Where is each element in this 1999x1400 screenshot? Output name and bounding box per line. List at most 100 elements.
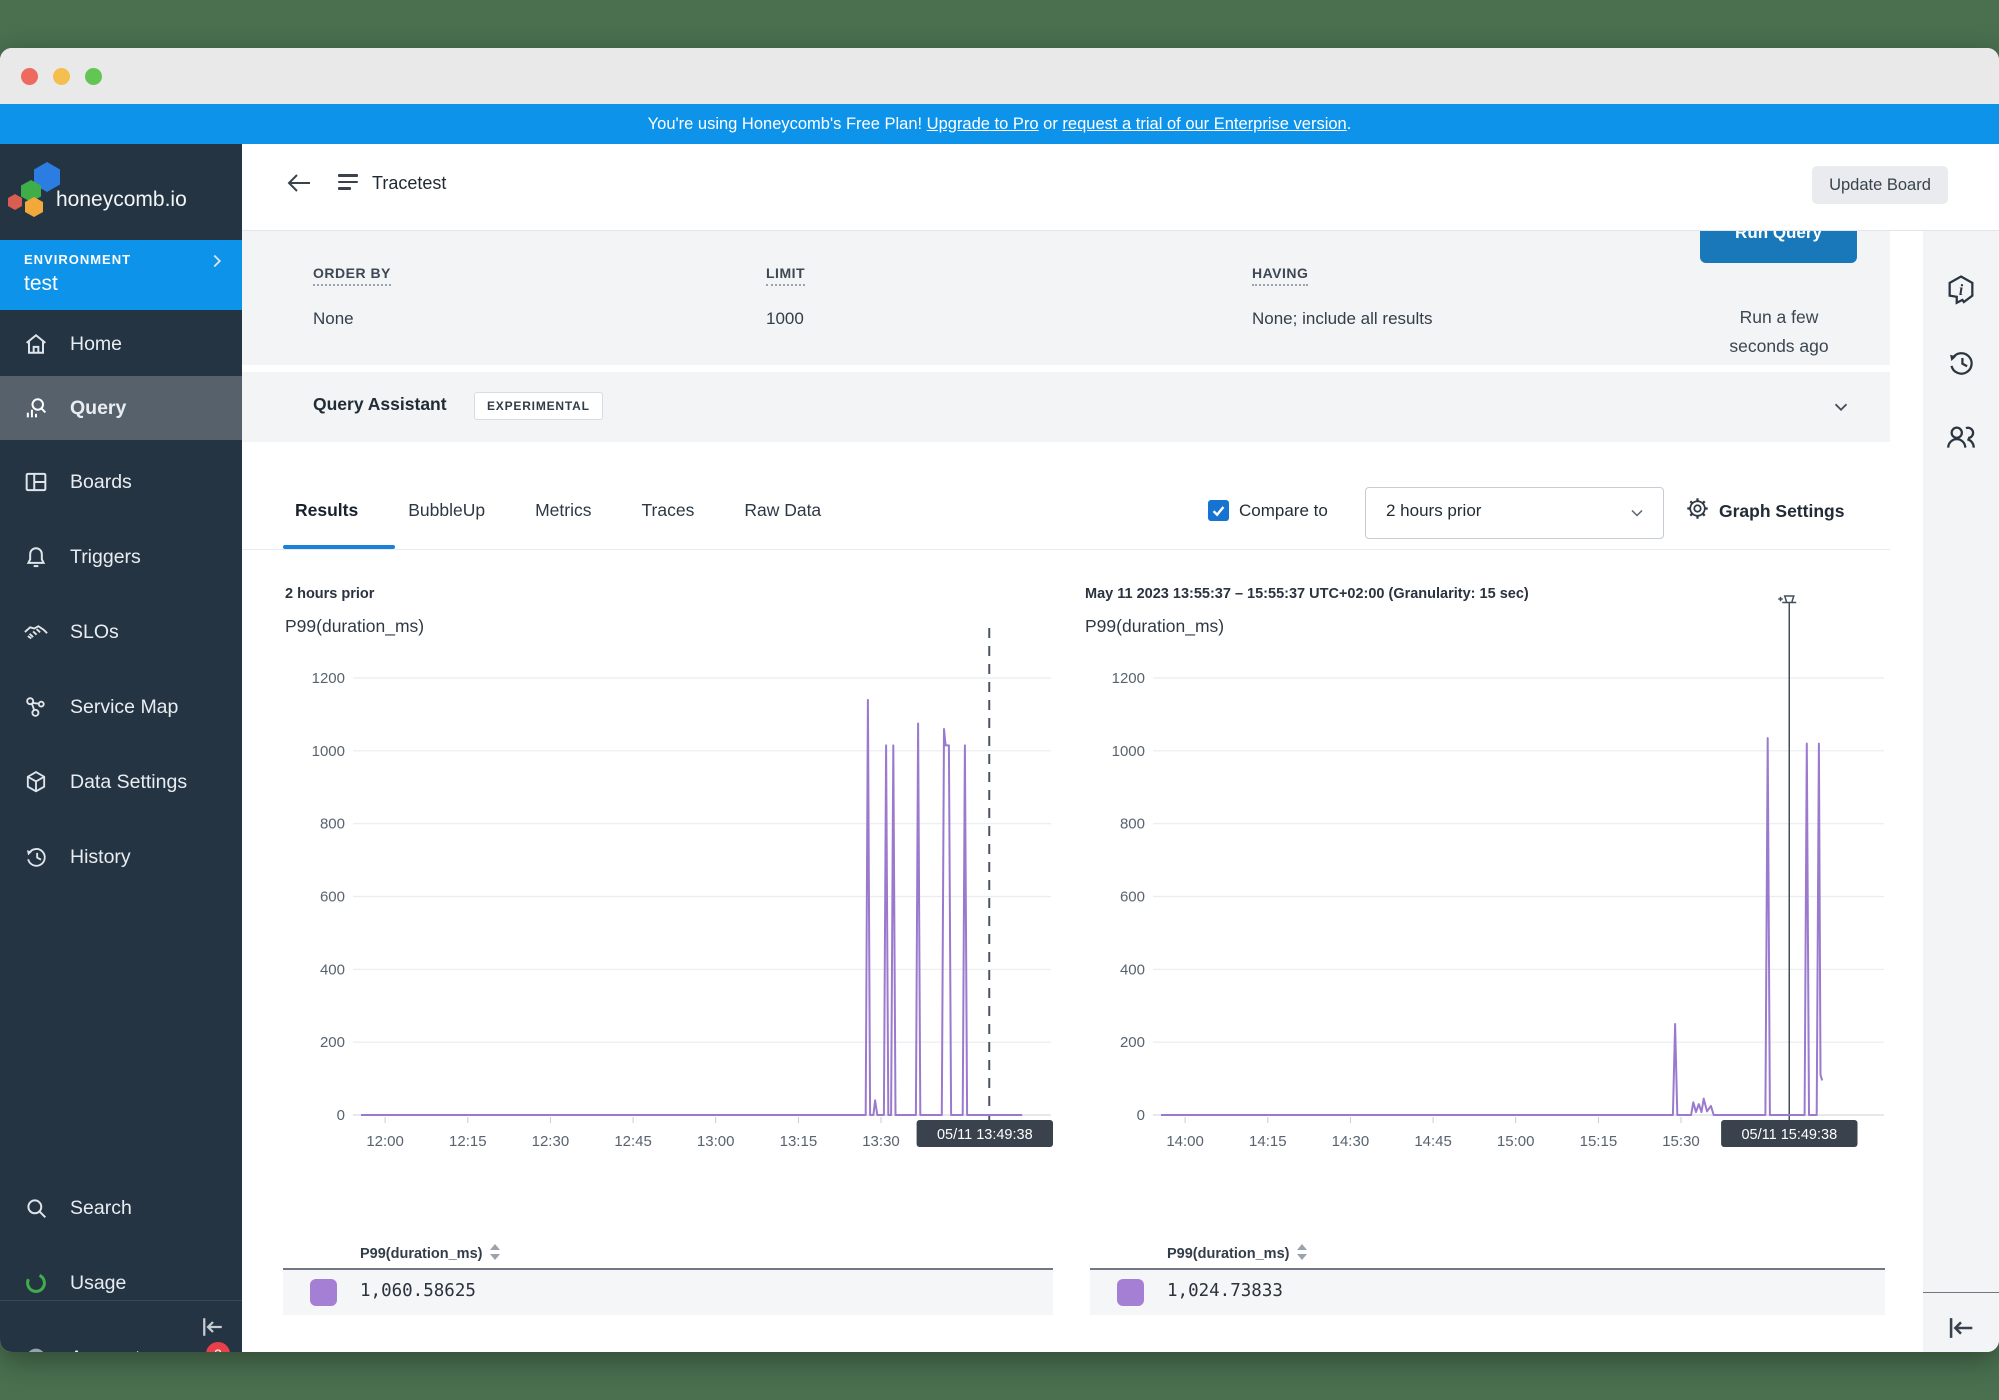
- home-icon: [22, 330, 50, 358]
- order-by-value[interactable]: None: [313, 309, 354, 328]
- having-value[interactable]: None; include all results: [1252, 309, 1433, 328]
- svg-text:14:45: 14:45: [1414, 1133, 1452, 1150]
- svg-text:13:30: 13:30: [862, 1133, 900, 1150]
- svg-text:400: 400: [320, 961, 345, 978]
- search-icon: [22, 1194, 50, 1222]
- sidebar-item-account[interactable]: Account 3: [0, 1326, 242, 1352]
- sidebar-item-home[interactable]: Home: [0, 312, 242, 376]
- sidebar-item-usage[interactable]: Usage: [0, 1251, 242, 1315]
- run-query-button[interactable]: Run Query: [1700, 231, 1857, 263]
- experimental-badge: EXPERIMENTAL: [474, 392, 603, 420]
- bee-avatar-icon: [22, 1344, 50, 1352]
- tab-raw-data[interactable]: Raw Data: [744, 500, 822, 520]
- svg-text:600: 600: [1120, 889, 1145, 906]
- logo-text: honeycomb.io: [56, 188, 187, 211]
- table-row[interactable]: 1,060.58625: [283, 1270, 1053, 1315]
- chart-title: May 11 2023 13:55:37 – 15:55:37 UTC+02:0…: [1085, 586, 1529, 602]
- upgrade-pro-link[interactable]: Upgrade to Pro: [926, 114, 1039, 133]
- svg-text:14:00: 14:00: [1166, 1133, 1204, 1150]
- table-header-p99[interactable]: P99(duration_ms): [360, 1243, 501, 1265]
- info-hexagon-icon[interactable]: i: [1944, 273, 1978, 307]
- chart-current-range: May 11 2023 13:55:37 – 15:55:37 UTC+02:0…: [1083, 560, 1890, 1180]
- environment-name: test: [24, 272, 58, 295]
- minimize-button[interactable]: [53, 68, 70, 85]
- svg-text:i: i: [1959, 282, 1964, 299]
- environment-selector[interactable]: ENVIRONMENT test: [0, 240, 242, 310]
- sidebar-item-history[interactable]: History: [0, 825, 242, 889]
- back-arrow-icon[interactable]: [284, 170, 314, 196]
- chart-y-axis-label: P99(duration_ms): [285, 616, 425, 636]
- window-titlebar: [0, 48, 1999, 104]
- main-content: Tracetest Update Board ORDER BY None LIM…: [242, 144, 1999, 1352]
- svg-text:12:45: 12:45: [614, 1133, 652, 1150]
- sidebar-item-triggers[interactable]: Triggers: [0, 525, 242, 589]
- rail-divider: [1923, 1292, 1999, 1293]
- svg-text:13:00: 13:00: [697, 1133, 735, 1150]
- svg-text:400: 400: [1120, 961, 1145, 978]
- limit-value[interactable]: 1000: [766, 309, 804, 328]
- table-cell-value: 1,024.73833: [1167, 1281, 1283, 1301]
- sidebar-divider: [0, 1300, 242, 1301]
- svg-text:12:00: 12:00: [366, 1133, 404, 1150]
- svg-text:1200: 1200: [312, 670, 345, 687]
- chevron-down-icon[interactable]: [1830, 396, 1852, 418]
- app-window: You're using Honeycomb's Free Plan! Upgr…: [0, 48, 1999, 1352]
- close-button[interactable]: [21, 68, 38, 85]
- svg-text:13:15: 13:15: [780, 1133, 818, 1150]
- sidebar-item-search[interactable]: Search: [0, 1176, 242, 1240]
- table-header-divider: [1090, 1268, 1885, 1270]
- table-row[interactable]: 1,024.73833: [1090, 1270, 1885, 1315]
- run-query-button-clip: Run Query: [1700, 231, 1857, 293]
- svg-text:15:15: 15:15: [1580, 1133, 1618, 1150]
- svg-text:1000: 1000: [1112, 743, 1145, 760]
- tab-traces[interactable]: Traces: [641, 500, 695, 520]
- having-label[interactable]: HAVING: [1252, 265, 1309, 286]
- history-icon[interactable]: [1944, 346, 1978, 380]
- logo-hex-blue: [34, 162, 60, 192]
- table-header-p99[interactable]: P99(duration_ms): [1167, 1243, 1308, 1265]
- svg-text:12:30: 12:30: [532, 1133, 570, 1150]
- panel-collapse-icon[interactable]: [1944, 1311, 1978, 1345]
- chart-plot[interactable]: 0 200 400 600 800 1000 1200 12:00 12:15 12:30 12:4…: [283, 590, 1055, 1165]
- tabs-divider: [242, 549, 1890, 550]
- svg-text:1200: 1200: [1112, 670, 1145, 687]
- sidebar-item-data-settings[interactable]: Data Settings: [0, 750, 242, 814]
- zoom-button[interactable]: [85, 68, 102, 85]
- svg-text:05/11 13:49:38: 05/11 13:49:38: [937, 1127, 1033, 1143]
- compare-to-control: Compare to: [1208, 500, 1328, 521]
- banner-text: You're using Honeycomb's Free Plan!: [647, 114, 927, 133]
- team-icon[interactable]: [1944, 420, 1978, 454]
- query-assistant-panel[interactable]: Query Assistant EXPERIMENTAL: [242, 372, 1890, 442]
- tab-results[interactable]: Results: [295, 500, 359, 520]
- sidebar-item-service-map[interactable]: Service Map: [0, 675, 242, 739]
- logo-hex-orange: [25, 197, 43, 217]
- limit-label[interactable]: LIMIT: [766, 265, 806, 286]
- sidebar-item-slos[interactable]: SLOs: [0, 600, 242, 664]
- graph-settings-button[interactable]: Graph Settings: [1685, 496, 1844, 526]
- compare-period-dropdown[interactable]: 2 hours prior: [1365, 487, 1664, 539]
- update-board-button[interactable]: Update Board: [1812, 166, 1948, 204]
- chart-title: 2 hours prior: [285, 586, 375, 602]
- sidebar-item-boards[interactable]: Boards: [0, 450, 242, 514]
- table-header-divider: [283, 1268, 1053, 1270]
- order-by-label[interactable]: ORDER BY: [313, 265, 391, 286]
- enterprise-trial-link[interactable]: request a trial of our Enterprise versio…: [1062, 114, 1347, 133]
- chart-comparison-prior: 2 hours prior P99(duration_ms) 0 200 400 60…: [283, 560, 1058, 1180]
- sidebar-collapse-icon[interactable]: [198, 1312, 228, 1342]
- logo-hex-red: [8, 194, 22, 210]
- svg-text:12:15: 12:15: [449, 1133, 487, 1150]
- compare-to-checkbox[interactable]: [1208, 500, 1229, 521]
- sidebar-item-query[interactable]: Query: [0, 376, 242, 440]
- tab-metrics[interactable]: Metrics: [535, 500, 592, 520]
- svg-text:15:00: 15:00: [1497, 1133, 1535, 1150]
- series-color-swatch: [310, 1279, 337, 1306]
- board-list-icon[interactable]: [338, 174, 360, 194]
- honeycomb-logo[interactable]: honeycomb.io: [0, 144, 242, 240]
- history-icon: [22, 843, 50, 871]
- logo-hex-green: [21, 180, 41, 202]
- plan-banner: You're using Honeycomb's Free Plan! Upgr…: [0, 104, 1999, 144]
- chart-plot[interactable]: 0 200 400 600 800 1000 1200 14:00 14:15 14:30 14:4…: [1083, 590, 1888, 1165]
- svg-text:14:30: 14:30: [1332, 1133, 1370, 1150]
- tab-bubbleup[interactable]: BubbleUp: [408, 500, 486, 520]
